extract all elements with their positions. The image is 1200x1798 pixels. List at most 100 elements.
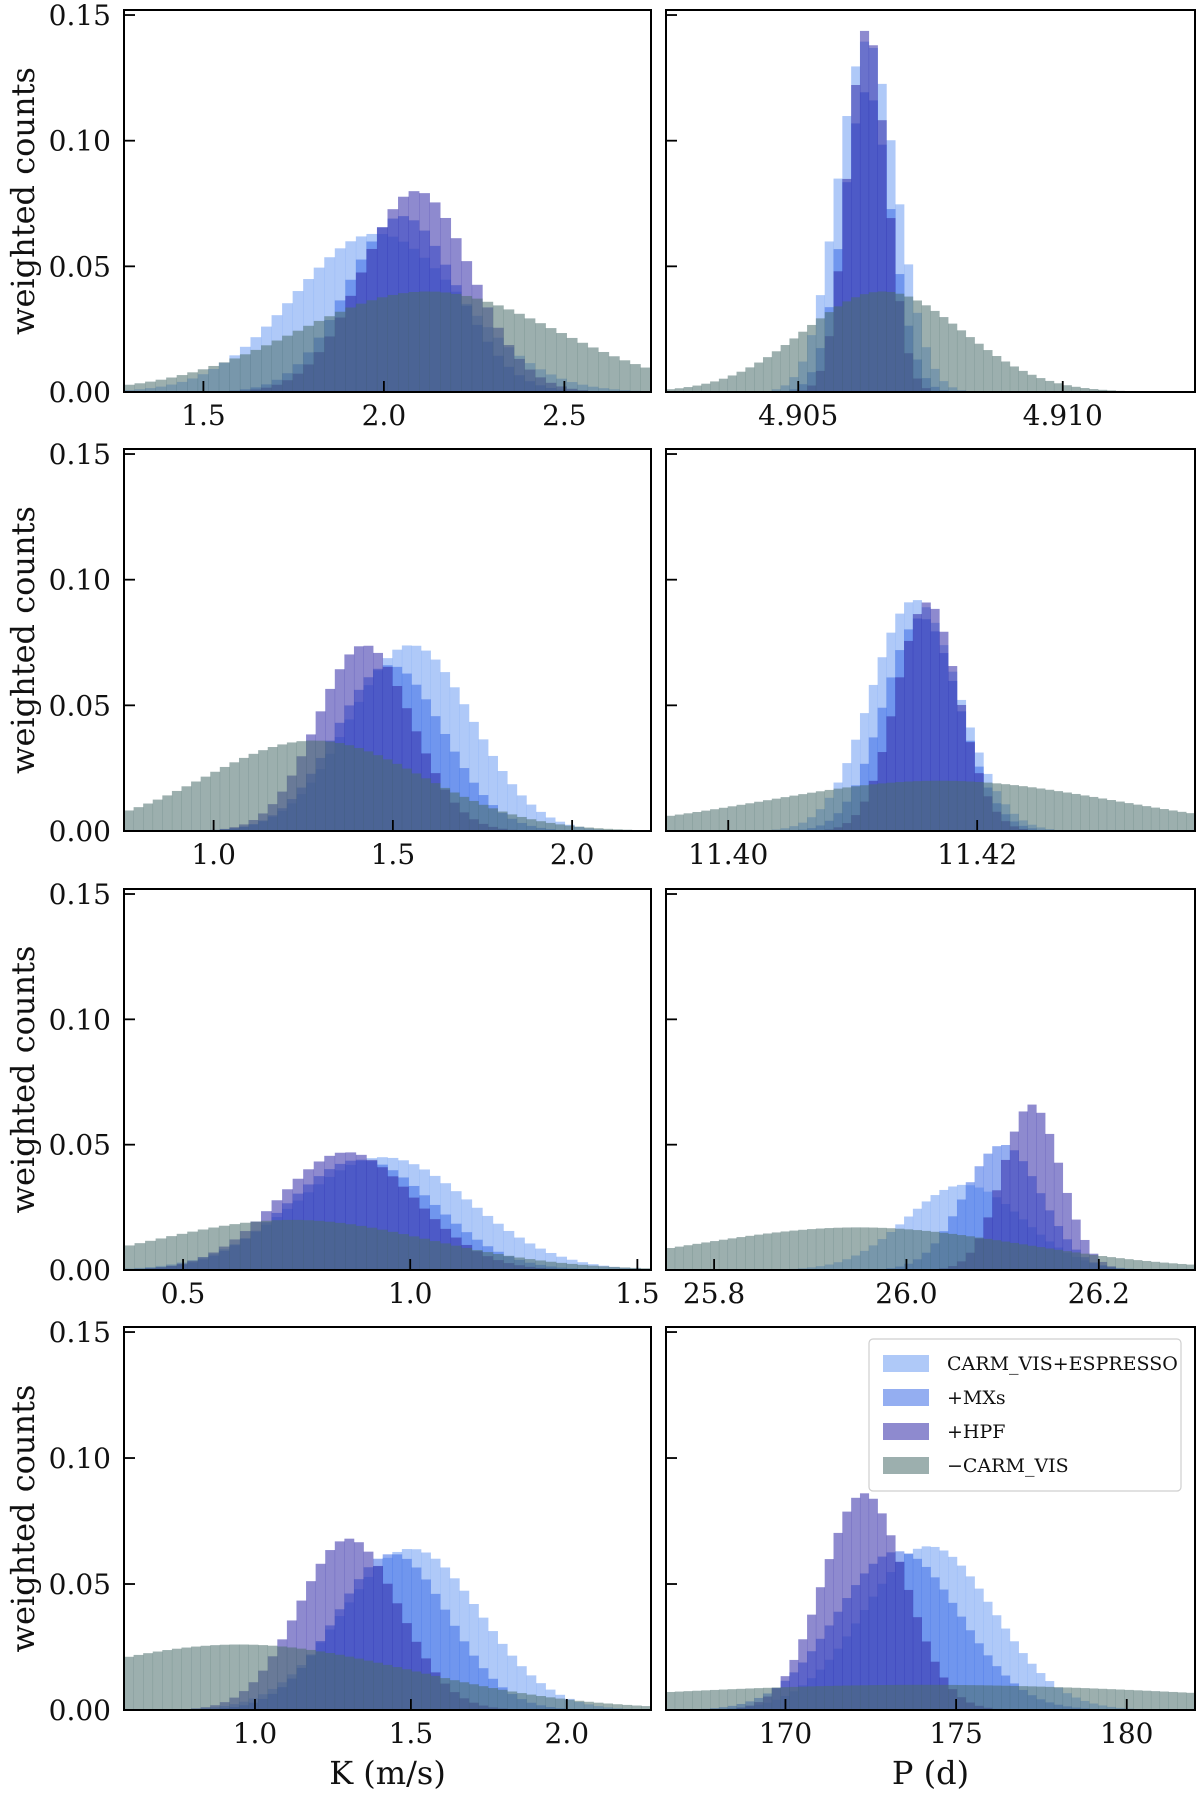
histogram-bar xyxy=(780,345,790,392)
histogram-bar xyxy=(471,1207,483,1270)
histogram-bar xyxy=(401,768,412,831)
histogram-bar xyxy=(162,795,173,831)
histogram-bar xyxy=(674,388,684,392)
y-tick-label: 0.10 xyxy=(49,564,111,597)
histogram-bar xyxy=(376,297,388,392)
histogram-bar xyxy=(1053,1162,1064,1270)
histogram-bar xyxy=(162,1650,173,1710)
legend-label: −CARM_VIS xyxy=(947,1455,1069,1477)
y-tick-label: 0.00 xyxy=(49,815,111,848)
histogram-bar xyxy=(535,323,546,392)
histogram-bar xyxy=(325,1550,336,1710)
histogram-bar xyxy=(948,780,958,831)
histogram-bar xyxy=(1150,1261,1161,1270)
histogram-bar xyxy=(692,1243,702,1270)
histogram-bar xyxy=(488,1688,498,1710)
histogram-bar xyxy=(398,293,409,392)
histogram-bars xyxy=(666,600,1195,831)
histogram-bar xyxy=(143,803,154,831)
x-axis-title: P (d) xyxy=(892,1754,969,1792)
histogram-bar xyxy=(363,1551,374,1710)
histogram-bar xyxy=(1124,1259,1134,1270)
histogram-bar xyxy=(282,1219,293,1270)
histogram-bar xyxy=(771,1232,781,1270)
histogram-bar xyxy=(363,1660,374,1710)
histogram-bar xyxy=(948,666,958,831)
histogram-bar xyxy=(1177,811,1187,831)
histogram-bar xyxy=(166,1236,177,1270)
histogram-bar xyxy=(516,816,527,831)
histogram-bar xyxy=(1001,361,1011,392)
histogram-bar xyxy=(503,1255,515,1270)
histogram-bar xyxy=(824,789,834,831)
histogram-bar xyxy=(387,1231,399,1270)
histogram-bar xyxy=(851,85,861,392)
histogram-bar xyxy=(992,1190,1002,1270)
histogram-bar xyxy=(401,1669,412,1710)
histogram-bar xyxy=(1001,1241,1011,1270)
histogram-bar xyxy=(398,1186,409,1270)
histogram-bar xyxy=(315,1651,326,1710)
histogram-bar xyxy=(303,1169,315,1270)
histogram-bar xyxy=(210,771,221,831)
histogram-bar xyxy=(886,1228,896,1270)
histogram-bar xyxy=(683,1245,693,1270)
histogram-bar xyxy=(895,1684,905,1710)
histogram-bar xyxy=(440,1243,452,1270)
y-tick-label: 0.15 xyxy=(49,1316,111,1349)
histogram-bar xyxy=(363,751,374,831)
series-3 xyxy=(124,1219,651,1270)
histogram-bar xyxy=(807,324,817,392)
histogram-bar xyxy=(277,744,288,831)
histogram-bar xyxy=(930,608,940,831)
histogram-bar xyxy=(807,1686,817,1710)
histogram-bar xyxy=(780,1687,790,1710)
histogram-bar xyxy=(181,786,192,831)
histogram-bar xyxy=(701,1690,711,1710)
histogram-bar xyxy=(124,384,135,392)
histogram-bar xyxy=(334,1222,346,1270)
histogram-bar xyxy=(921,602,931,831)
histogram-bar xyxy=(745,1235,755,1270)
histogram-bar xyxy=(868,45,878,392)
axes-frame xyxy=(665,888,1196,1271)
histogram-bar xyxy=(555,824,566,831)
histogram-bar xyxy=(895,1228,905,1270)
histogram-bar xyxy=(1018,1111,1028,1270)
histogram-bar xyxy=(983,1153,993,1270)
histogram-bar xyxy=(683,1691,693,1710)
histogram-bar xyxy=(666,1691,676,1710)
histogram-bar xyxy=(789,1659,799,1710)
histogram-bar xyxy=(421,778,431,831)
histogram-bar xyxy=(313,1220,325,1270)
histogram-bar xyxy=(912,1230,922,1270)
y-tick-label: 0.00 xyxy=(49,1694,111,1727)
histogram-bar xyxy=(877,1685,887,1710)
histogram-bar xyxy=(727,1689,737,1710)
histogram-bar xyxy=(536,1696,546,1710)
histogram-bar xyxy=(727,806,737,831)
histogram-bar xyxy=(921,1230,931,1270)
histogram-bar xyxy=(641,1706,651,1710)
histogram-bar xyxy=(1080,1253,1090,1270)
x-tick-label: 2.5 xyxy=(542,399,587,432)
y-tick-label: 0.00 xyxy=(49,376,111,409)
histogram-bar xyxy=(983,1685,993,1710)
histogram-bar xyxy=(166,377,177,392)
histogram-bar xyxy=(324,1155,336,1270)
histogram-bar xyxy=(200,776,211,831)
histogram-bar xyxy=(674,1246,684,1270)
histogram-bar xyxy=(710,1689,720,1710)
histogram-bar xyxy=(152,799,163,831)
histogram-bar xyxy=(355,303,367,392)
histogram-bar xyxy=(488,755,498,831)
histogram-bar xyxy=(886,1684,896,1710)
histogram-bar xyxy=(992,356,1002,392)
panel-1: 4.905 4.910 xyxy=(665,9,1196,432)
histogram-bar xyxy=(210,1645,221,1710)
histogram-bar xyxy=(877,1513,887,1710)
histogram-bar xyxy=(545,328,557,392)
histogram-bar xyxy=(267,747,278,831)
histogram-bar xyxy=(1115,1689,1125,1710)
histogram-bar xyxy=(449,1625,460,1710)
